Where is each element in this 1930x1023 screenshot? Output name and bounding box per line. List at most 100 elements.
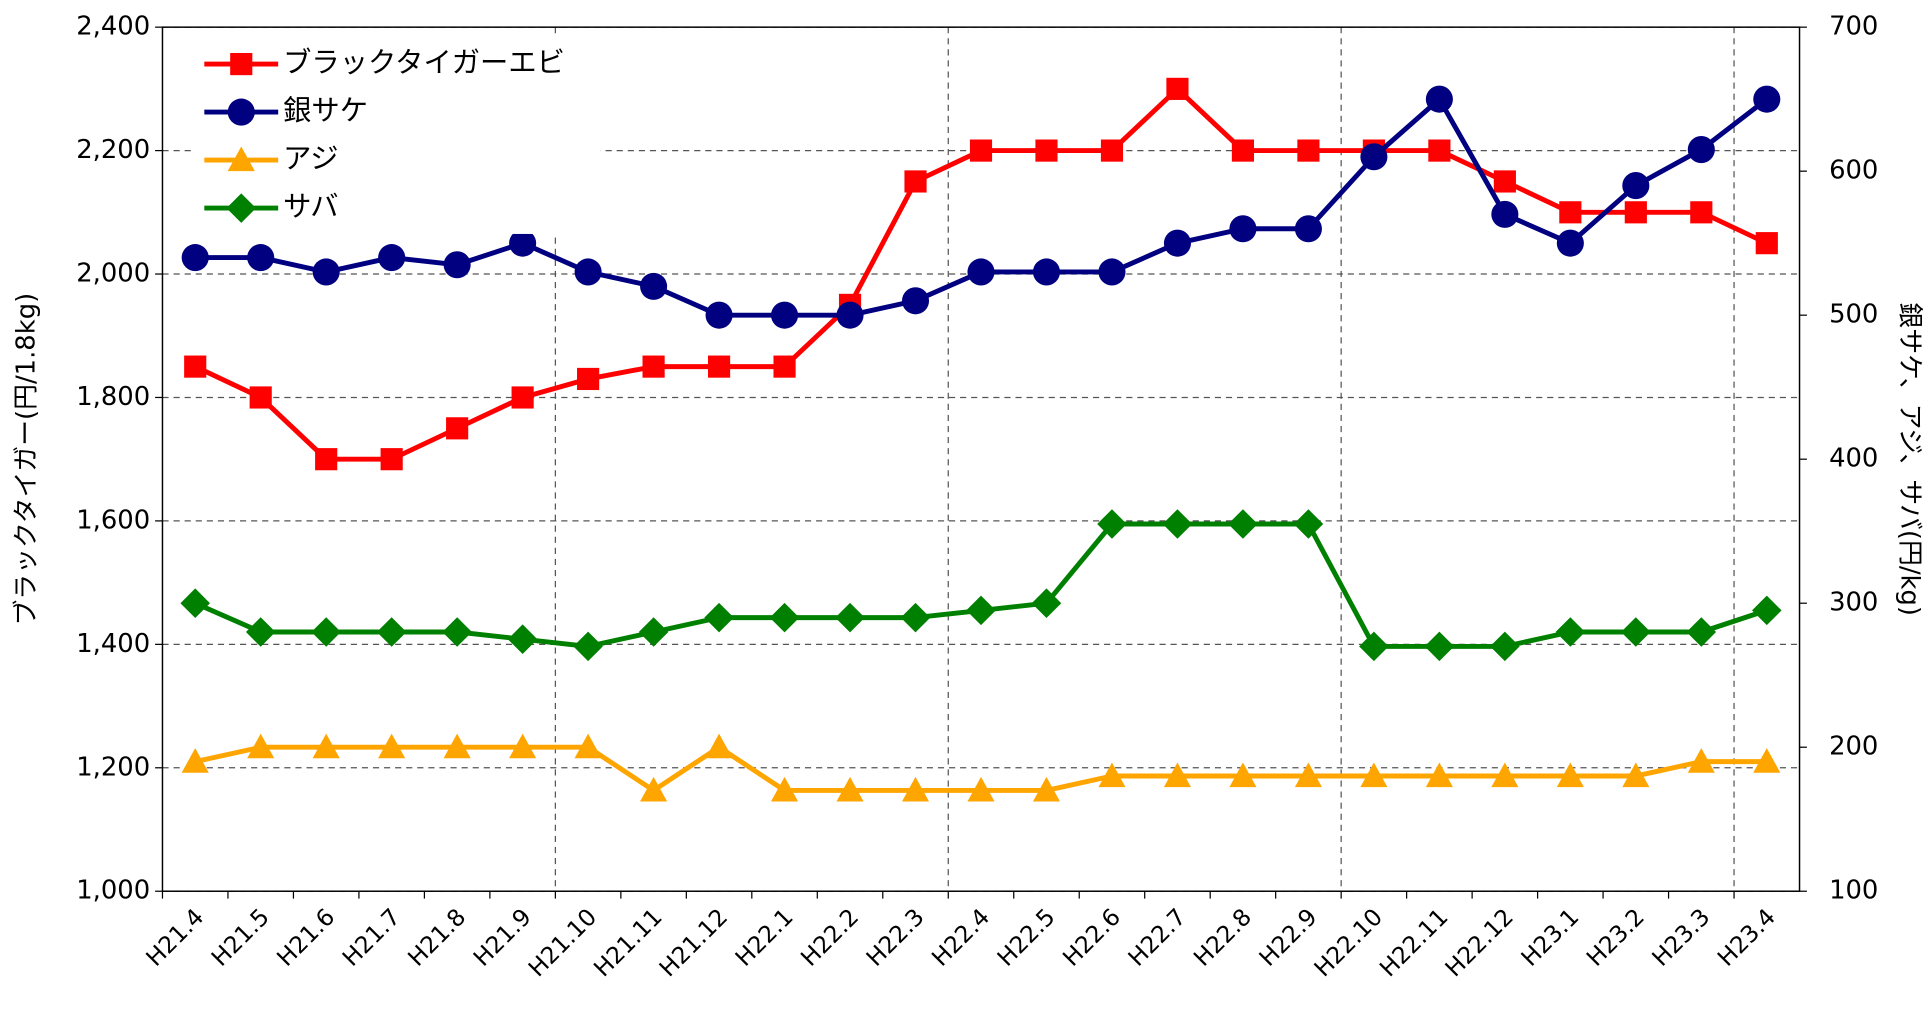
marker (311, 617, 341, 647)
x-tick-label: H22.6 (1057, 903, 1126, 972)
marker (312, 733, 340, 759)
legend-label: ブラックタイガーエビ (283, 46, 565, 79)
marker (1621, 617, 1651, 647)
marker (773, 355, 796, 378)
marker (511, 386, 534, 409)
marker (1690, 201, 1713, 224)
x-tick-label: H21.12 (654, 903, 734, 983)
y-tick-label: 1,200 (76, 752, 150, 782)
marker (1229, 215, 1257, 243)
marker (1294, 215, 1322, 243)
marker (1293, 509, 1324, 539)
y-tick-label: 2,000 (76, 259, 150, 289)
marker (638, 617, 669, 647)
x-tick-label: H22.5 (992, 903, 1061, 972)
marker (1753, 85, 1781, 113)
marker (1624, 201, 1647, 224)
marker (640, 272, 668, 300)
marker (226, 193, 257, 223)
marker (1559, 201, 1582, 224)
marker (1687, 748, 1715, 773)
marker (1035, 139, 1058, 162)
series (181, 733, 1781, 802)
marker (1360, 762, 1388, 788)
x-tick-label: H22.11 (1374, 903, 1454, 983)
marker (967, 776, 995, 802)
marker (769, 602, 800, 633)
marker (1228, 509, 1258, 539)
marker (227, 146, 255, 172)
x-tick-label: H21.8 (402, 903, 471, 972)
x-tick-label: H21.6 (271, 903, 340, 972)
x-tick-label: H22.4 (926, 903, 995, 972)
x-tick-label: H22.2 (795, 903, 864, 972)
legend-box (194, 37, 601, 234)
y-tick-label: 1,400 (76, 629, 150, 659)
series (181, 85, 1781, 329)
marker (1098, 762, 1126, 788)
marker (507, 624, 538, 654)
marker (1753, 748, 1781, 773)
legend-label: 銀サケ (283, 94, 368, 127)
marker (1491, 762, 1519, 788)
series (180, 509, 1782, 662)
marker (1163, 762, 1191, 788)
marker (640, 776, 668, 802)
x-tick-label: H22.1 (730, 903, 799, 972)
marker (180, 588, 210, 618)
marker (1428, 139, 1451, 162)
marker (836, 776, 864, 802)
marker (901, 287, 930, 315)
marker (1424, 631, 1455, 662)
marker (443, 251, 471, 279)
marker (380, 448, 403, 471)
x-tick-label: H21.10 (523, 903, 603, 983)
marker (574, 258, 602, 286)
marker (1425, 85, 1453, 113)
y2-tick-label: 300 (1829, 588, 1878, 618)
x-tick-label: H22.7 (1123, 903, 1192, 972)
marker (1755, 232, 1778, 255)
y-tick-label: 2,400 (76, 12, 150, 42)
marker (1687, 136, 1715, 164)
y2-tick-label: 400 (1829, 444, 1878, 474)
marker (1162, 509, 1193, 539)
marker (900, 602, 931, 633)
marker (704, 602, 734, 633)
x-tick-label: H22.10 (1308, 903, 1388, 983)
marker (378, 244, 406, 272)
marker (315, 448, 338, 471)
x-tick-label: H23.1 (1515, 903, 1584, 972)
marker (966, 595, 996, 626)
marker (642, 355, 665, 378)
y-tick-label: 2,200 (76, 135, 150, 165)
marker (378, 733, 406, 759)
marker (1752, 595, 1782, 626)
series (184, 77, 1778, 471)
y2-tick-label: 100 (1829, 876, 1878, 906)
marker (771, 301, 799, 329)
marker (1231, 139, 1255, 162)
x-tick-label: H22.3 (861, 903, 930, 972)
legend-label: アジ (283, 142, 338, 175)
marker (1032, 258, 1061, 286)
marker (771, 776, 799, 802)
marker (184, 355, 207, 378)
x-tick-label: H23.3 (1646, 903, 1715, 972)
marker (245, 617, 276, 647)
marker (1100, 139, 1124, 162)
y2-tick-label: 500 (1829, 300, 1878, 330)
marker (312, 258, 340, 286)
y-axis-title: ブラックタイガー(円/1.8kg) (11, 293, 41, 626)
marker (573, 631, 603, 662)
marker (249, 386, 272, 409)
y2-tick-label: 200 (1829, 732, 1878, 762)
marker (376, 617, 407, 647)
marker (967, 258, 995, 286)
marker (227, 98, 255, 126)
y-tick-label: 1,000 (76, 876, 150, 906)
marker (1622, 762, 1650, 788)
marker (1360, 143, 1388, 171)
marker (705, 301, 733, 329)
